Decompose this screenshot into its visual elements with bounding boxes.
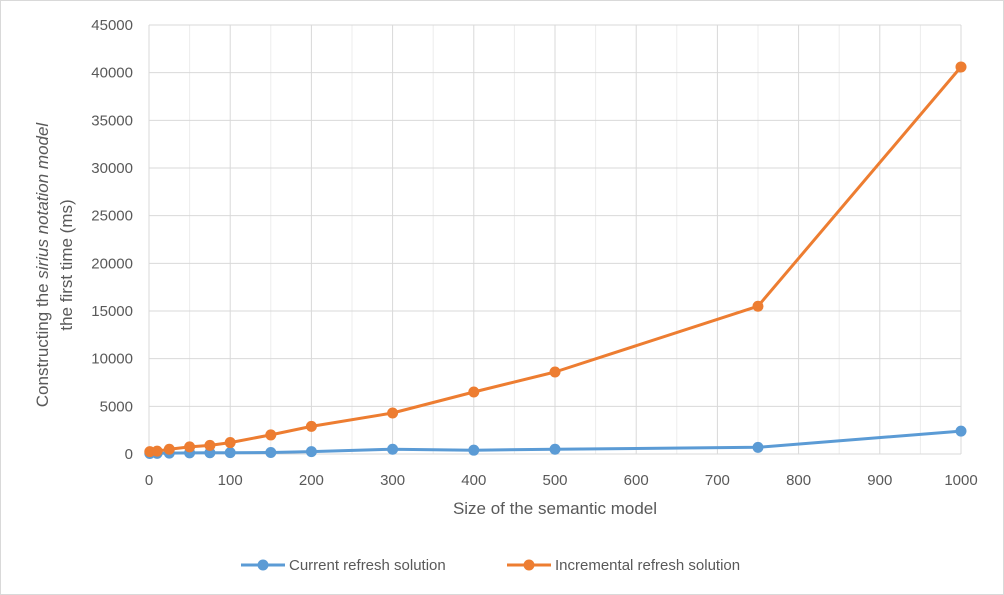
data-point: [752, 300, 764, 312]
y-axis-title-italic: sirius notation model: [33, 122, 52, 279]
data-point: [151, 445, 163, 457]
data-point: [224, 447, 236, 459]
y-tick-label: 40000: [91, 65, 133, 82]
legend-marker-incremental: [523, 559, 535, 571]
legend-item-incremental: Incremental refresh solution: [507, 557, 740, 574]
y-tick-label: 10000: [91, 351, 133, 368]
y-tick-label: 20000: [91, 255, 133, 272]
x-tick-label: 800: [786, 472, 811, 489]
data-point: [265, 429, 277, 441]
x-tick-label: 500: [542, 472, 567, 489]
data-point: [468, 386, 480, 398]
series-1: [144, 61, 967, 458]
legend-label-current: Current refresh solution: [289, 557, 446, 574]
x-tick-label: 300: [380, 472, 405, 489]
legend-label-incremental: Incremental refresh solution: [555, 557, 740, 574]
legend: Current refresh solution Incremental ref…: [241, 557, 740, 574]
y-tick-label: 35000: [91, 112, 133, 129]
data-point: [387, 443, 399, 455]
y-tick-label: 15000: [91, 303, 133, 320]
x-axis-title: Size of the semantic model: [453, 499, 657, 518]
x-tick-label: 600: [624, 472, 649, 489]
y-tick-label: 45000: [91, 17, 133, 34]
data-point: [549, 443, 561, 455]
tick-labels: 0500010000150002000025000300003500040000…: [91, 17, 977, 489]
data-point: [955, 61, 967, 73]
legend-item-current: Current refresh solution: [241, 557, 446, 574]
data-point: [752, 441, 764, 453]
y-axis-title-line2: the first time (ms): [57, 199, 76, 330]
data-point: [305, 446, 317, 458]
y-tick-label: 25000: [91, 208, 133, 225]
data-point: [468, 444, 480, 456]
data-point: [224, 437, 236, 449]
x-tick-label: 100: [218, 472, 243, 489]
y-tick-label: 0: [125, 446, 133, 463]
y-axis-title: Constructing the sirius notation model: [33, 122, 52, 408]
data-point: [204, 439, 216, 451]
x-tick-label: 700: [705, 472, 730, 489]
x-tick-label: 900: [867, 472, 892, 489]
y-tick-label: 30000: [91, 160, 133, 177]
data-point: [955, 425, 967, 437]
x-tick-label: 400: [461, 472, 486, 489]
x-tick-label: 0: [145, 472, 153, 489]
data-point: [184, 441, 196, 453]
data-point: [549, 366, 561, 378]
grid: [148, 24, 962, 455]
series: [144, 61, 967, 460]
y-axis-title-part1: Constructing the: [33, 279, 52, 408]
data-point: [163, 443, 175, 455]
legend-marker-current: [257, 559, 269, 571]
data-point: [265, 446, 277, 458]
data-point: [305, 420, 317, 432]
x-tick-label: 1000: [944, 472, 977, 489]
data-point: [387, 407, 399, 419]
y-tick-label: 5000: [100, 398, 133, 415]
x-tick-label: 200: [299, 472, 324, 489]
